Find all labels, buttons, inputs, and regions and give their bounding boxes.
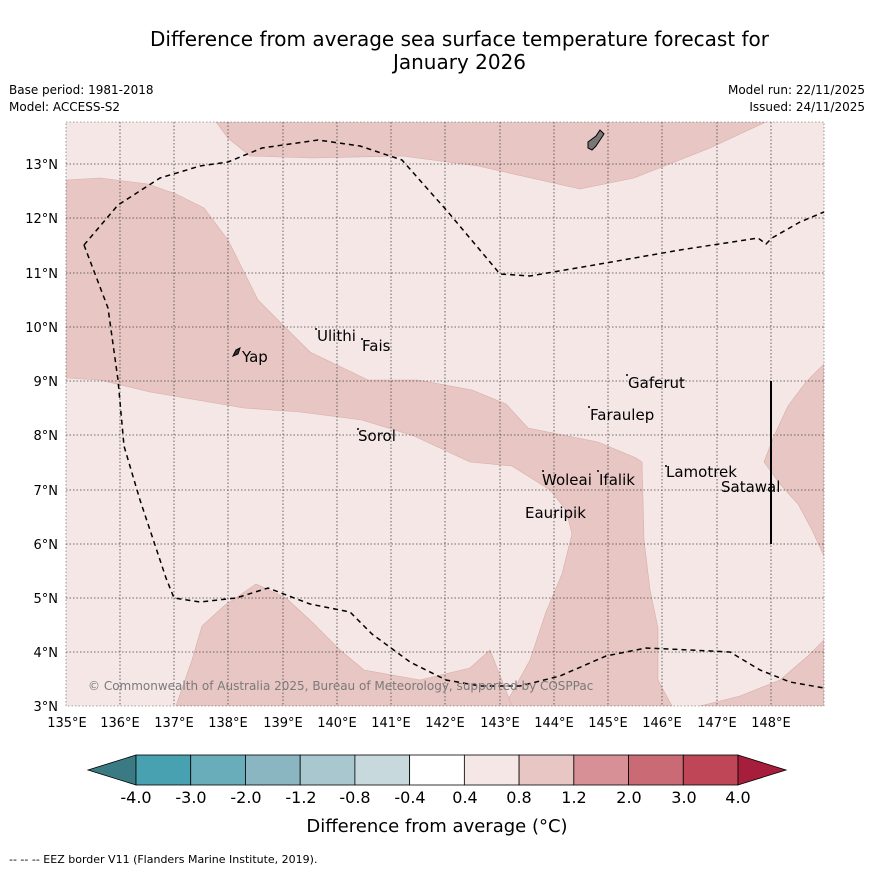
model-name: Model: ACCESS-S2 [9,100,121,114]
meta-left: Base period: 1981-2018 Model: ACCESS-S2 [9,82,154,116]
lat-label: 12°N [25,212,58,227]
map-title: Difference from average sea surface temp… [0,28,873,74]
colorbar-tick-label: -3.0 [175,788,206,807]
anomaly-region-southwest [175,583,513,706]
colorbar-tick-label: -4.0 [120,788,151,807]
place-label-eauripik: Eauripik [525,504,586,522]
lat-label: 8°N [34,429,59,444]
lon-label: 148°E [751,716,791,731]
colorbar-tick-label: 0.4 [452,788,477,807]
colorbar-swatch [190,754,246,786]
colorbar-extension-high [737,754,788,786]
copyright-notice: © Commonwealth of Australia 2025, Bureau… [88,679,593,693]
place-label-fais: Fais [362,337,391,355]
colorbar-tick-label: 0.8 [506,788,531,807]
colorbar-tick-label: -2.0 [230,788,261,807]
colorbar-title: Difference from average (°C) [306,816,567,837]
colorbar-swatch [682,754,739,786]
colorbar-tick-label: -1.2 [285,788,316,807]
lamotrek-marker [665,465,667,467]
lon-label: 147°E [697,716,737,731]
colorbar-swatch [245,754,301,786]
anomaly-region-central [66,177,673,706]
woleai-marker [542,470,544,472]
base-period: Base period: 1981-2018 [9,83,154,97]
fais-marker [361,338,363,340]
lon-label: 138°E [208,716,248,731]
title-line-2: January 2026 [392,50,527,74]
colorbar-extension-low [86,754,137,786]
colorbar [86,754,788,786]
colorbar-swatch [628,754,684,786]
colorbar-swatch [409,754,465,786]
lat-label: 3°N [34,700,59,715]
issued-date: Issued: 24/11/2025 [749,100,865,114]
place-label-ifalik: Ifalik [599,471,635,489]
colorbar-tick-label: 4.0 [725,788,750,807]
faraulep-marker [588,406,590,408]
lat-label: 7°N [34,484,59,499]
lon-label: 143°E [480,716,520,731]
title-line-1: Difference from average sea surface temp… [149,27,769,51]
lat-label: 13°N [25,158,58,173]
model-run: Model run: 22/11/2025 [727,83,865,97]
sorol-marker [357,428,359,430]
lon-label: 142°E [425,716,465,731]
map-frame [65,121,825,707]
ulithi-marker [315,328,317,330]
anomaly-region-southeast [699,639,824,706]
lat-label: 10°N [25,321,58,336]
lat-label: 6°N [34,538,59,553]
ifalik-marker [597,470,599,472]
lon-label: 146°E [642,716,682,731]
place-label-lamotrek: Lamotrek [666,463,737,481]
lat-label: 11°N [25,267,58,282]
lat-label: 5°N [34,592,59,607]
colorbar-tick-label: 3.0 [671,788,696,807]
meta-right: Model run: 22/11/2025 Issued: 24/11/2025 [728,82,865,116]
yap-island [231,347,241,357]
colorbar-swatch [463,754,520,786]
colorbar-tick-label: -0.8 [339,788,370,807]
lon-label: 140°E [317,716,357,731]
lon-label: 144°E [534,716,574,731]
anomaly-region-north [215,122,767,190]
lon-label: 136°E [100,716,140,731]
place-label-woleai: Woleai [542,471,592,489]
guam-island [587,129,605,151]
place-label-satawal: Satawal [721,478,780,496]
colorbar-swatch [354,754,411,786]
place-label-faraulep: Faraulep [590,406,654,424]
colorbar-swatch [135,754,192,786]
colorbar-tick-label: -0.4 [394,788,425,807]
eez-border [83,139,825,277]
lat-label: 4°N [34,646,59,661]
lon-label: 137°E [154,716,194,731]
eez-footnote: -- -- -- EEZ border V11 (Flanders Marine… [9,853,318,866]
gaferut-marker [626,374,628,376]
lat-label: 9°N [34,375,59,390]
lon-label: 139°E [263,716,303,731]
place-label-yap: Yap [241,348,268,366]
colorbar-swatch [518,754,575,786]
lon-label: 135°E [47,716,87,731]
lon-label: 145°E [588,716,628,731]
place-label-sorol: Sorol [358,427,396,445]
eez-border-west [83,244,825,689]
colorbar-tick-label: 1.2 [561,788,586,807]
colorbar-tick-label: 2.0 [616,788,641,807]
colorbar-swatch [299,754,356,786]
place-label-ulithi: Ulithi [317,327,356,345]
lon-label: 141°E [371,716,411,731]
colorbar-swatch [573,754,629,786]
place-label-gaferut: Gaferut [628,374,685,392]
